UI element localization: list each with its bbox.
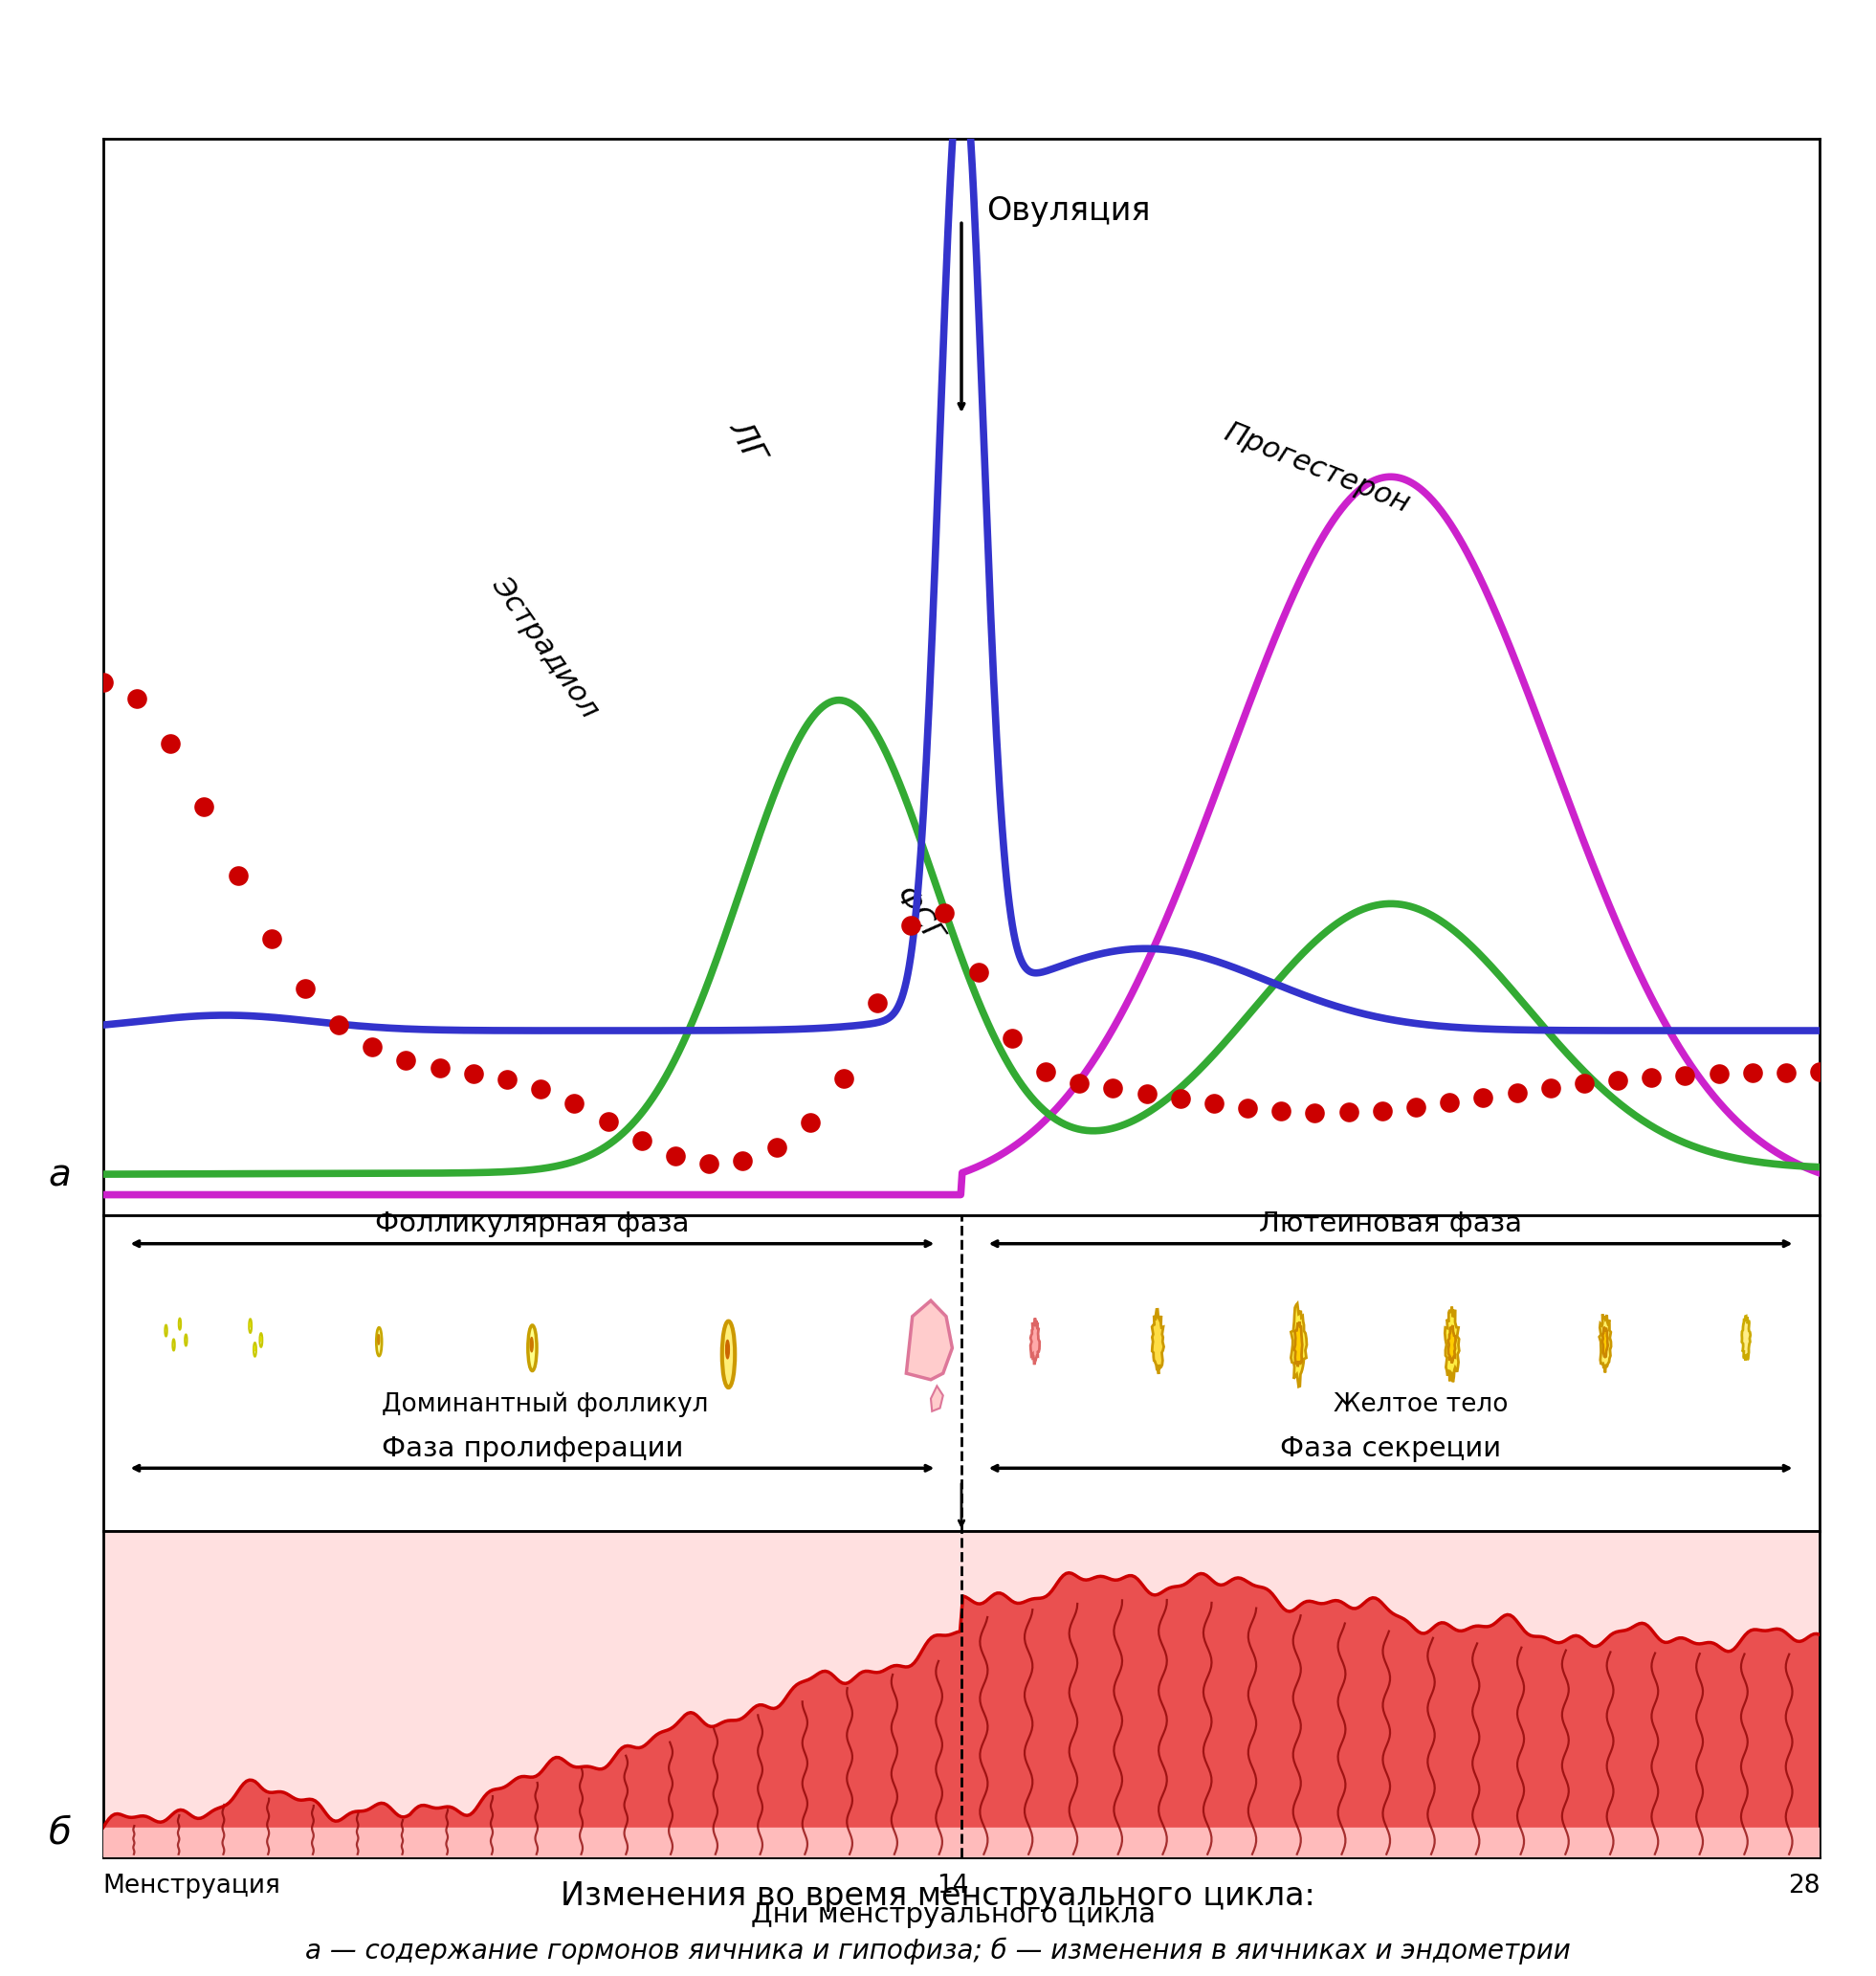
Point [1469,1083,1499,1114]
Point [660,1140,690,1172]
Point [1233,1093,1263,1124]
Point [358,1031,388,1063]
Polygon shape [1448,1326,1456,1363]
Point [525,1073,555,1105]
Point [1165,1083,1195,1114]
Point [122,682,152,713]
Point [1199,1087,1229,1118]
Point [593,1105,623,1136]
Circle shape [253,1342,257,1358]
Point [1064,1067,1094,1099]
Text: Прогестерон: Прогестерон [1219,417,1415,518]
Circle shape [165,1326,167,1336]
Text: 14: 14 [936,1873,970,1899]
Point [424,1051,454,1083]
Point [1805,1057,1835,1089]
Point [458,1057,488,1089]
Text: Фаза секреции: Фаза секреции [1279,1435,1501,1462]
Polygon shape [1598,1314,1611,1373]
Point [694,1148,724,1180]
Point [325,1008,355,1039]
Point [1737,1057,1767,1089]
Circle shape [377,1328,383,1356]
Circle shape [531,1338,533,1352]
Point [88,666,118,698]
Point [1703,1057,1733,1089]
Circle shape [173,1340,174,1350]
Circle shape [722,1322,735,1387]
Text: Желтое тело: Желтое тело [1334,1393,1508,1417]
Text: а — содержание гормонов яичника и гипофиза; б — изменения в яичниках и эндометри: а — содержание гормонов яичника и гипофи… [306,1936,1570,1964]
Circle shape [726,1340,730,1359]
Point [829,1063,859,1095]
Point [627,1124,657,1156]
Polygon shape [1294,1322,1302,1367]
Polygon shape [930,1385,944,1411]
Polygon shape [1602,1328,1608,1358]
Point [189,790,219,822]
Point [795,1107,825,1138]
Point [962,956,992,988]
Point [156,727,186,759]
Point [390,1045,420,1077]
Text: Эстрадиол: Эстрадиол [486,571,604,723]
Point [728,1144,758,1176]
Text: Дни менструального цикла: Дни менструального цикла [750,1901,1156,1929]
Point [1334,1097,1364,1128]
Point [897,909,927,941]
Text: Лютеиновая фаза: Лютеиновая фаза [1259,1211,1521,1237]
Point [1300,1097,1330,1128]
Polygon shape [103,1531,1820,1857]
Point [1097,1073,1127,1105]
Point [863,988,893,1020]
Text: Фаза пролиферации: Фаза пролиферации [381,1435,683,1462]
Polygon shape [1291,1304,1308,1387]
Polygon shape [103,1828,1820,1857]
Point [1401,1091,1431,1122]
Point [1266,1095,1296,1126]
Text: Доминантный фолликул: Доминантный фолликул [381,1393,707,1417]
Point [762,1130,792,1162]
Text: б: б [49,1814,71,1852]
Text: Овуляция: Овуляция [987,196,1150,227]
Circle shape [250,1318,251,1334]
Point [1602,1065,1632,1097]
Polygon shape [103,1573,1820,1857]
Point [1503,1077,1533,1109]
Polygon shape [906,1300,953,1379]
Text: а: а [49,1158,71,1194]
Point [257,923,287,954]
Polygon shape [1741,1316,1750,1361]
Point [492,1063,522,1095]
Point [1670,1059,1700,1091]
Point [1535,1073,1565,1105]
Point [291,972,321,1004]
Text: Фолликулярная фаза: Фолликулярная фаза [375,1211,690,1237]
Point [559,1087,589,1118]
Text: Изменения во время менструального цикла:: Изменения во время менструального цикла: [561,1879,1315,1911]
Point [1368,1095,1398,1126]
Point [1636,1061,1666,1093]
Text: 28: 28 [1788,1873,1820,1899]
Circle shape [527,1326,537,1371]
Point [930,897,961,929]
Point [996,1022,1026,1053]
Point [223,860,253,891]
Point [1568,1067,1598,1099]
Circle shape [259,1334,263,1348]
Circle shape [186,1334,188,1346]
Point [1030,1055,1060,1087]
Polygon shape [1445,1306,1460,1381]
Circle shape [178,1318,180,1330]
Text: Менструация: Менструация [103,1873,281,1899]
Text: ФСГ: ФСГ [889,881,947,948]
Polygon shape [1030,1318,1039,1365]
Point [1435,1087,1465,1118]
Point [1131,1077,1161,1109]
Polygon shape [1152,1310,1163,1373]
Circle shape [377,1334,379,1344]
Point [1771,1057,1801,1089]
Text: ЛГ: ЛГ [722,415,771,466]
